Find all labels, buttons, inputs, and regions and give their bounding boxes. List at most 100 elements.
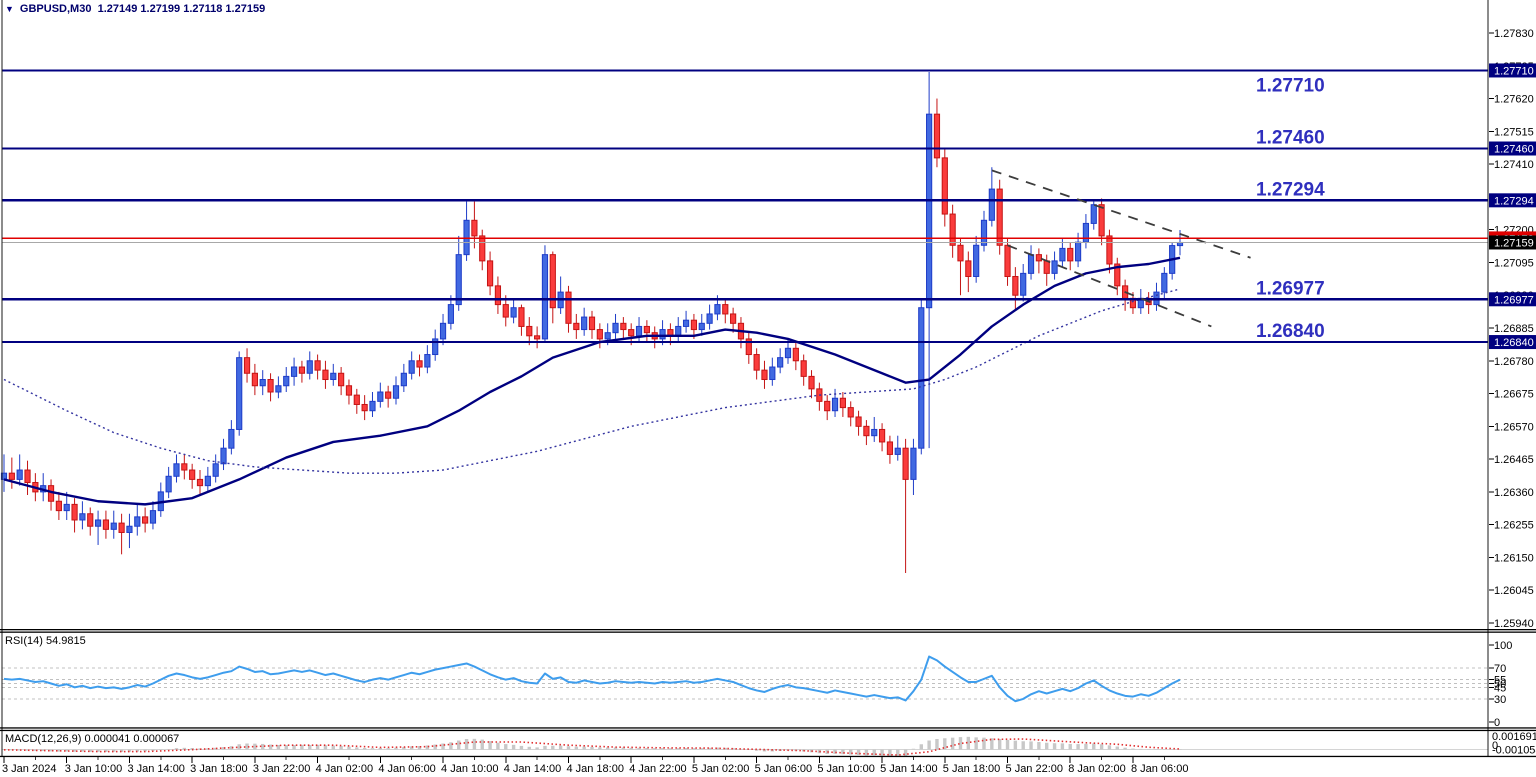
macd-histogram-bar <box>119 749 124 752</box>
rsi-axis-label: 50 <box>1494 679 1506 691</box>
macd-histogram-bar <box>315 744 320 750</box>
level-price-badge <box>1489 141 1536 156</box>
price-tick-label: 1.26045 <box>1494 585 1534 597</box>
macd-histogram-bar <box>723 747 727 750</box>
macd-histogram-bar <box>543 745 547 750</box>
macd-histogram-bar <box>206 748 210 750</box>
macd-histogram-bar <box>1084 743 1088 750</box>
support-resistance-levels[interactable]: 1.27710 1.27460 1.27294 1.26977 1.26840 <box>2 69 1488 344</box>
macd-histogram-bar <box>692 748 696 750</box>
time-label: 5 Jan 22:00 <box>1006 763 1064 775</box>
macd-histogram-bar <box>25 749 30 751</box>
symbol-dropdown-icon[interactable]: ▼ <box>5 4 14 14</box>
rsi-line <box>3 655 1181 703</box>
macd-histogram-bar <box>598 747 602 750</box>
rsi-name: RSI(14) <box>5 635 43 647</box>
macd-histogram-bar <box>112 749 116 752</box>
time-label: 4 Jan 22:00 <box>629 763 687 775</box>
price-axis[interactable]: 1.278301.277251.276201.275151.274101.273… <box>1489 28 1536 630</box>
macd-histogram-bar <box>1029 741 1033 750</box>
macd-histogram-bar <box>653 748 657 750</box>
macd-histogram-bar <box>221 747 226 750</box>
time-label: 5 Jan 14:00 <box>880 763 938 775</box>
chart-title: ▼ GBPUSD,M30 1.27149 1.27199 1.27118 1.27… <box>5 3 265 15</box>
ohlc-readout: 1.27149 1.27199 1.27118 1.27159 <box>97 3 266 15</box>
macd-histogram-bar <box>676 748 680 750</box>
macd-histogram-bar <box>143 749 147 752</box>
price-tick-label: 1.26780 <box>1494 356 1534 368</box>
macd-histogram-bar <box>355 747 359 750</box>
trendline-dashed[interactable] <box>1007 244 1212 328</box>
time-label: 3 Jan 14:00 <box>127 763 185 775</box>
macd-histogram-bar <box>253 743 257 750</box>
macd-histogram-bar <box>480 739 484 750</box>
macd-histogram-bar <box>645 748 649 750</box>
macd-histogram-bar <box>896 749 900 756</box>
macd-histogram-bar <box>1052 743 1057 750</box>
time-label: 4 Jan 18:00 <box>566 763 624 775</box>
level-price-badge <box>1489 63 1536 78</box>
macd-histogram-bar <box>464 739 469 750</box>
panel-divider[interactable] <box>0 629 1536 631</box>
macd-histogram-bar <box>927 740 931 750</box>
trendline-channel[interactable] <box>991 169 1251 328</box>
macd-histogram-bar <box>700 748 704 750</box>
price-tick-label: 1.27515 <box>1494 126 1534 138</box>
price-tick-label: 1.27095 <box>1494 257 1534 269</box>
macd-histogram-bar <box>911 748 916 750</box>
macd-histogram-bar <box>245 743 249 750</box>
macd-histogram-bar <box>825 749 829 754</box>
macd-histogram-bar <box>1005 739 1010 750</box>
macd-histogram-bar <box>1162 749 1167 750</box>
macd-histogram-bar <box>409 746 414 750</box>
panel-divider[interactable] <box>0 755 1536 758</box>
level-price-badge <box>1489 193 1536 208</box>
trendline-dashed[interactable] <box>991 169 1251 259</box>
macd-histogram-bar <box>1107 745 1112 750</box>
macd-histogram-bar <box>339 746 343 750</box>
macd-histogram-bar <box>261 743 265 750</box>
macd-histogram-bar <box>394 747 398 750</box>
panel-divider[interactable] <box>0 729 1536 732</box>
panel-divider[interactable] <box>0 631 1536 633</box>
panel-divider[interactable] <box>0 727 1536 729</box>
macd-histogram-bar <box>10 749 14 751</box>
price-tick-label: 1.26465 <box>1494 454 1534 466</box>
macd-histogram-bar <box>966 736 971 750</box>
macd-histogram-bar <box>229 746 234 750</box>
macd-histogram-bar <box>590 746 594 750</box>
macd-histogram-bar <box>323 745 328 750</box>
macd-histogram-bar <box>449 742 453 750</box>
price-tick-label: 1.27830 <box>1494 28 1534 40</box>
macd-histogram-bar <box>1154 749 1159 750</box>
time-label: 5 Jan 02:00 <box>692 763 750 775</box>
rsi-axis-label: 45 <box>1494 682 1506 694</box>
time-label: 3 Jan 10:00 <box>65 763 123 775</box>
price-tick-label: 1.26885 <box>1494 323 1534 335</box>
level-price-badge-text: 1.27460 <box>1494 144 1534 156</box>
macd-histogram-bar <box>1060 743 1065 750</box>
level-price-badge-text: 1.27294 <box>1494 195 1534 207</box>
macd-histogram-bar <box>65 749 69 752</box>
time-axis[interactable]: 3 Jan 2024 3 Jan 10:00 3 Jan 14:00 3 Jan 18… <box>2 757 1188 775</box>
macd-histogram-bar <box>425 745 430 750</box>
macd-histogram-bar <box>213 747 218 750</box>
macd-histogram-bar <box>997 739 1002 750</box>
macd-histogram-bar <box>519 745 524 750</box>
macd-histogram-bar <box>1146 749 1151 750</box>
time-label: 4 Jan 10:00 <box>441 763 499 775</box>
level-price-badge <box>1489 335 1536 350</box>
macd-histogram-bar <box>1170 749 1174 750</box>
macd-histogram-bar <box>284 745 288 750</box>
macd-histogram-bar <box>2 749 6 750</box>
macd-histogram-bar <box>558 745 563 750</box>
macd-histogram-bar <box>49 749 53 752</box>
macd-histogram-bar <box>739 748 743 750</box>
macd-histogram-bar <box>347 746 351 750</box>
macd-histogram-bar <box>104 749 108 752</box>
time-label: 5 Jan 10:00 <box>817 763 875 775</box>
